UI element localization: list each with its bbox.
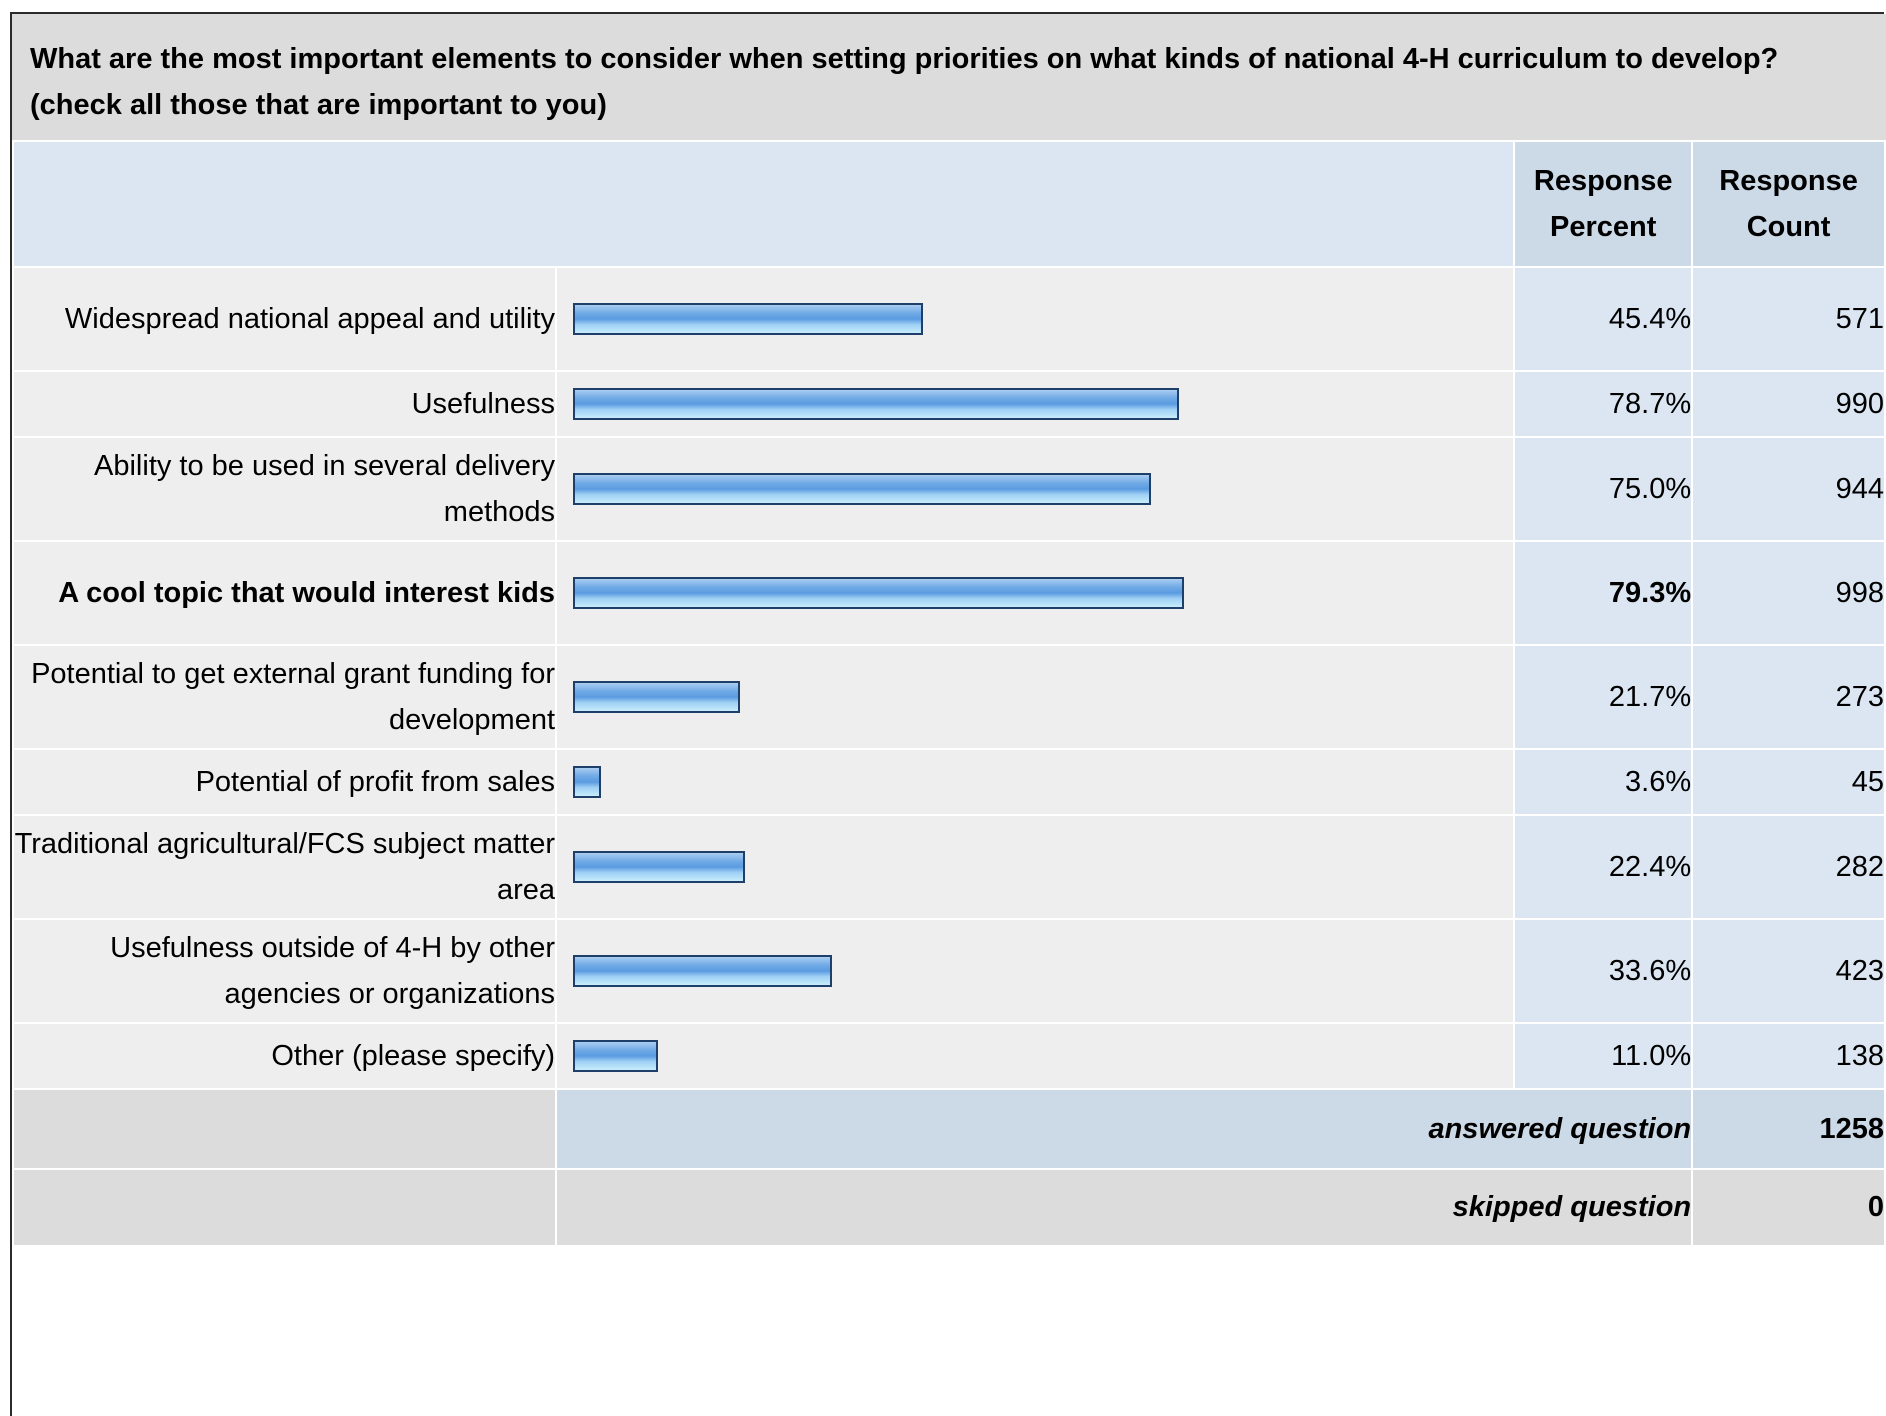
skipped-blank	[11, 1168, 558, 1247]
header-blank	[11, 140, 1516, 268]
response-percent: 22.4%	[1513, 814, 1694, 920]
response-percent: 21.7%	[1513, 644, 1694, 750]
response-count: 282	[1691, 814, 1886, 920]
response-percent: 45.4%	[1513, 266, 1694, 372]
response-bar	[573, 1040, 659, 1072]
response-count: 138	[1691, 1022, 1886, 1090]
skipped-question-value: 0	[1691, 1168, 1886, 1247]
response-count-header: Response Count	[1691, 140, 1886, 268]
bar-cell	[555, 266, 1516, 372]
bar-cell	[555, 1022, 1516, 1090]
response-count-header-line2: Count	[1746, 211, 1831, 243]
bar-cell	[555, 540, 1516, 646]
answer-label: Other (please specify)	[11, 1022, 558, 1090]
question-title-band	[12, 14, 1886, 140]
response-percent-header-line1: Response	[1533, 165, 1673, 197]
answered-question-value: 1258	[1691, 1088, 1886, 1170]
bar-cell	[555, 918, 1516, 1024]
bar-cell	[555, 436, 1516, 542]
response-count: 571	[1691, 266, 1886, 372]
answer-label: Potential to get external grant funding …	[11, 644, 558, 750]
answer-label: Widespread national appeal and utility	[11, 266, 558, 372]
response-count: 273	[1691, 644, 1886, 750]
bar-cell	[555, 370, 1516, 438]
response-percent-header: Response Percent	[1513, 140, 1694, 268]
answer-row: Potential of profit from sales 3.6% 45	[11, 748, 1886, 816]
answer-row: Ability to be used in several delivery m…	[11, 436, 1886, 542]
answer-row: Widespread national appeal and utility 45…	[11, 266, 1886, 372]
answer-label: Usefulness	[11, 370, 558, 438]
survey-frame	[10, 12, 1884, 1416]
header-row: Response Percent Response Count	[11, 140, 1886, 268]
response-percent-header-line2: Percent	[1550, 211, 1657, 243]
response-count: 45	[1691, 748, 1886, 816]
response-bar	[573, 681, 741, 713]
answer-rows: Widespread national appeal and utility 45…	[11, 266, 1886, 1090]
answer-row: Other (please specify) 11.0% 138	[11, 1022, 1886, 1090]
response-bar	[573, 473, 1152, 505]
answer-label: Potential of profit from sales	[11, 748, 558, 816]
response-percent: 33.6%	[1513, 918, 1694, 1024]
answered-blank	[11, 1088, 558, 1170]
response-percent: 79.3%	[1513, 540, 1694, 646]
response-count: 423	[1691, 918, 1886, 1024]
answered-question-label: answered question	[555, 1088, 1694, 1170]
answer-row: Potential to get external grant funding …	[11, 644, 1886, 750]
response-percent: 78.7%	[1513, 370, 1694, 438]
answer-row: A cool topic that would interest kids 79.…	[11, 540, 1886, 646]
answer-label: Traditional agricultural/FCS subject mat…	[11, 814, 558, 920]
response-count-header-line1: Response	[1719, 165, 1858, 197]
response-bar	[573, 388, 1180, 420]
response-bar	[573, 851, 746, 883]
response-bar	[573, 577, 1185, 609]
response-percent: 11.0%	[1513, 1022, 1694, 1090]
bar-cell	[555, 748, 1516, 816]
response-bar	[573, 766, 602, 798]
answer-label: Usefulness outside of 4-H by other agenc…	[11, 918, 558, 1024]
response-count: 944	[1691, 436, 1886, 542]
results-table: Response Percent Response Count Widespre…	[11, 140, 1886, 1247]
answer-label: A cool topic that would interest kids	[11, 540, 558, 646]
answered-row: answered question 1258	[11, 1088, 1886, 1170]
question-title: What are the most important elements to …	[30, 43, 1779, 121]
response-percent: 3.6%	[1513, 748, 1694, 816]
response-count: 998	[1691, 540, 1886, 646]
response-bar	[573, 955, 833, 987]
response-percent: 75.0%	[1513, 436, 1694, 542]
answer-row: Usefulness 78.7% 990	[11, 370, 1886, 438]
answer-row: Usefulness outside of 4-H by other agenc…	[11, 918, 1886, 1024]
response-count: 990	[1691, 370, 1886, 438]
skipped-row: skipped question 0	[11, 1168, 1886, 1247]
skipped-question-label: skipped question	[555, 1168, 1694, 1247]
answer-label: Ability to be used in several delivery m…	[11, 436, 558, 542]
response-bar	[573, 303, 924, 335]
answer-row: Traditional agricultural/FCS subject mat…	[11, 814, 1886, 920]
bar-cell	[555, 814, 1516, 920]
bar-cell	[555, 644, 1516, 750]
